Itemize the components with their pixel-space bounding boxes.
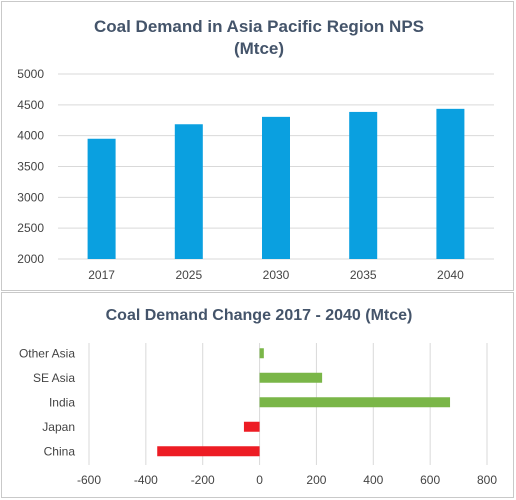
chart-title-line1: Coal Demand in Asia Pacific Region NPS — [94, 17, 424, 36]
x-tick-label: 200 — [306, 473, 326, 487]
bar — [259, 372, 323, 383]
y-tick-label: 2000 — [17, 252, 44, 266]
demand-change-chart: Coal Demand Change 2017 - 2040 (Mtce) -6… — [19, 307, 497, 487]
bar — [349, 111, 378, 259]
y-tick-label: Other Asia — [19, 346, 75, 360]
y-tick-label: 3500 — [17, 160, 44, 174]
demand-chart: Coal Demand in Asia Pacific Region NPS (… — [17, 17, 494, 282]
bar — [436, 108, 465, 259]
bar — [174, 124, 203, 259]
bar — [243, 421, 260, 432]
y-tick-label: SE Asia — [33, 371, 75, 385]
chart-title: Coal Demand Change 2017 - 2040 (Mtce) — [106, 307, 413, 324]
bar — [262, 116, 290, 259]
x-tick-label: 2030 — [263, 268, 290, 282]
y-tick-label: 2500 — [17, 221, 44, 235]
x-tick-label: 2025 — [175, 268, 202, 282]
y-tick-label: 3000 — [17, 190, 44, 204]
x-tick-label: 600 — [420, 473, 440, 487]
bar — [157, 446, 260, 457]
y-tick-label: China — [44, 444, 76, 458]
chart-title-line2: (Mtce) — [234, 39, 284, 58]
y-tick-label: 5000 — [17, 67, 44, 81]
x-tick-label: 0 — [256, 473, 263, 487]
y-tick-label: Japan — [42, 420, 75, 434]
bar — [87, 138, 116, 259]
y-tick-label: 4000 — [17, 129, 44, 143]
x-tick-label: 800 — [477, 473, 497, 487]
x-tick-label: -200 — [191, 473, 215, 487]
x-tick-label: -600 — [77, 473, 101, 487]
x-tick-label: 400 — [363, 473, 383, 487]
y-tick-label: 4500 — [17, 98, 44, 112]
demand-change-chart-panel: Coal Demand Change 2017 - 2040 (Mtce) -6… — [1, 292, 514, 498]
demand-chart-panel: Coal Demand in Asia Pacific Region NPS (… — [1, 1, 514, 291]
x-tick-label: 2017 — [88, 268, 115, 282]
x-tick-label: -400 — [134, 473, 158, 487]
x-tick-label: 2035 — [350, 268, 377, 282]
x-tick-label: 2040 — [437, 268, 464, 282]
bar — [259, 397, 451, 408]
bar — [259, 348, 264, 359]
y-tick-label: India — [49, 395, 75, 409]
